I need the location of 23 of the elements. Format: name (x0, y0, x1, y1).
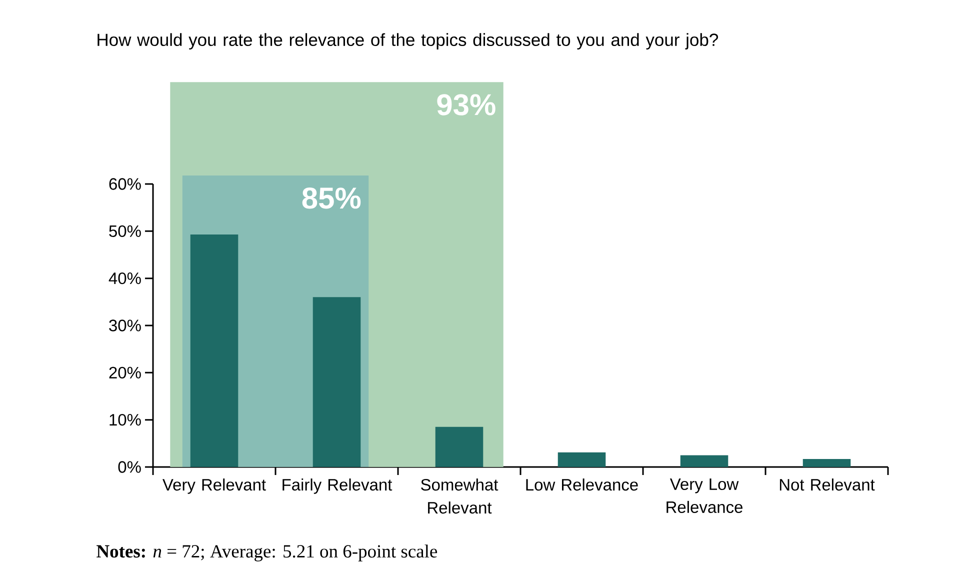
bar (680, 455, 728, 467)
text: Notes: n = 72; Average: 5.21 on 6-point scale (96, 544, 438, 562)
x-tick-label: Fairly Relevant (282, 478, 392, 494)
chart-title: How would you rate the relevance of the topics discussed to you and your job? (98, 33, 718, 50)
x-tick-label: Very Low Relevance (666, 478, 742, 514)
y-tick-label: 20% (109, 366, 141, 378)
band-label: 93% (437, 94, 496, 116)
y-tick-label: 50% (109, 225, 141, 237)
y-tick-label: 30% (109, 320, 141, 332)
x-tick-label: Low Relevance (526, 478, 638, 491)
band-label: 85% (302, 188, 361, 209)
x-tick-label: Not Relevant (780, 478, 875, 491)
bar (802, 458, 851, 467)
bar (558, 452, 606, 467)
y-tick-label: 40% (108, 272, 141, 284)
bar (190, 234, 238, 467)
y-tick-label: 10% (110, 414, 141, 426)
bar (435, 426, 484, 467)
bar (312, 297, 361, 467)
y-tick-label: 0% (118, 461, 141, 473)
y-tick-label: 60% (109, 178, 141, 190)
x-tick-label: Somewhat Relevant (421, 478, 498, 514)
x-tick-label: Very Relevant (162, 478, 266, 494)
